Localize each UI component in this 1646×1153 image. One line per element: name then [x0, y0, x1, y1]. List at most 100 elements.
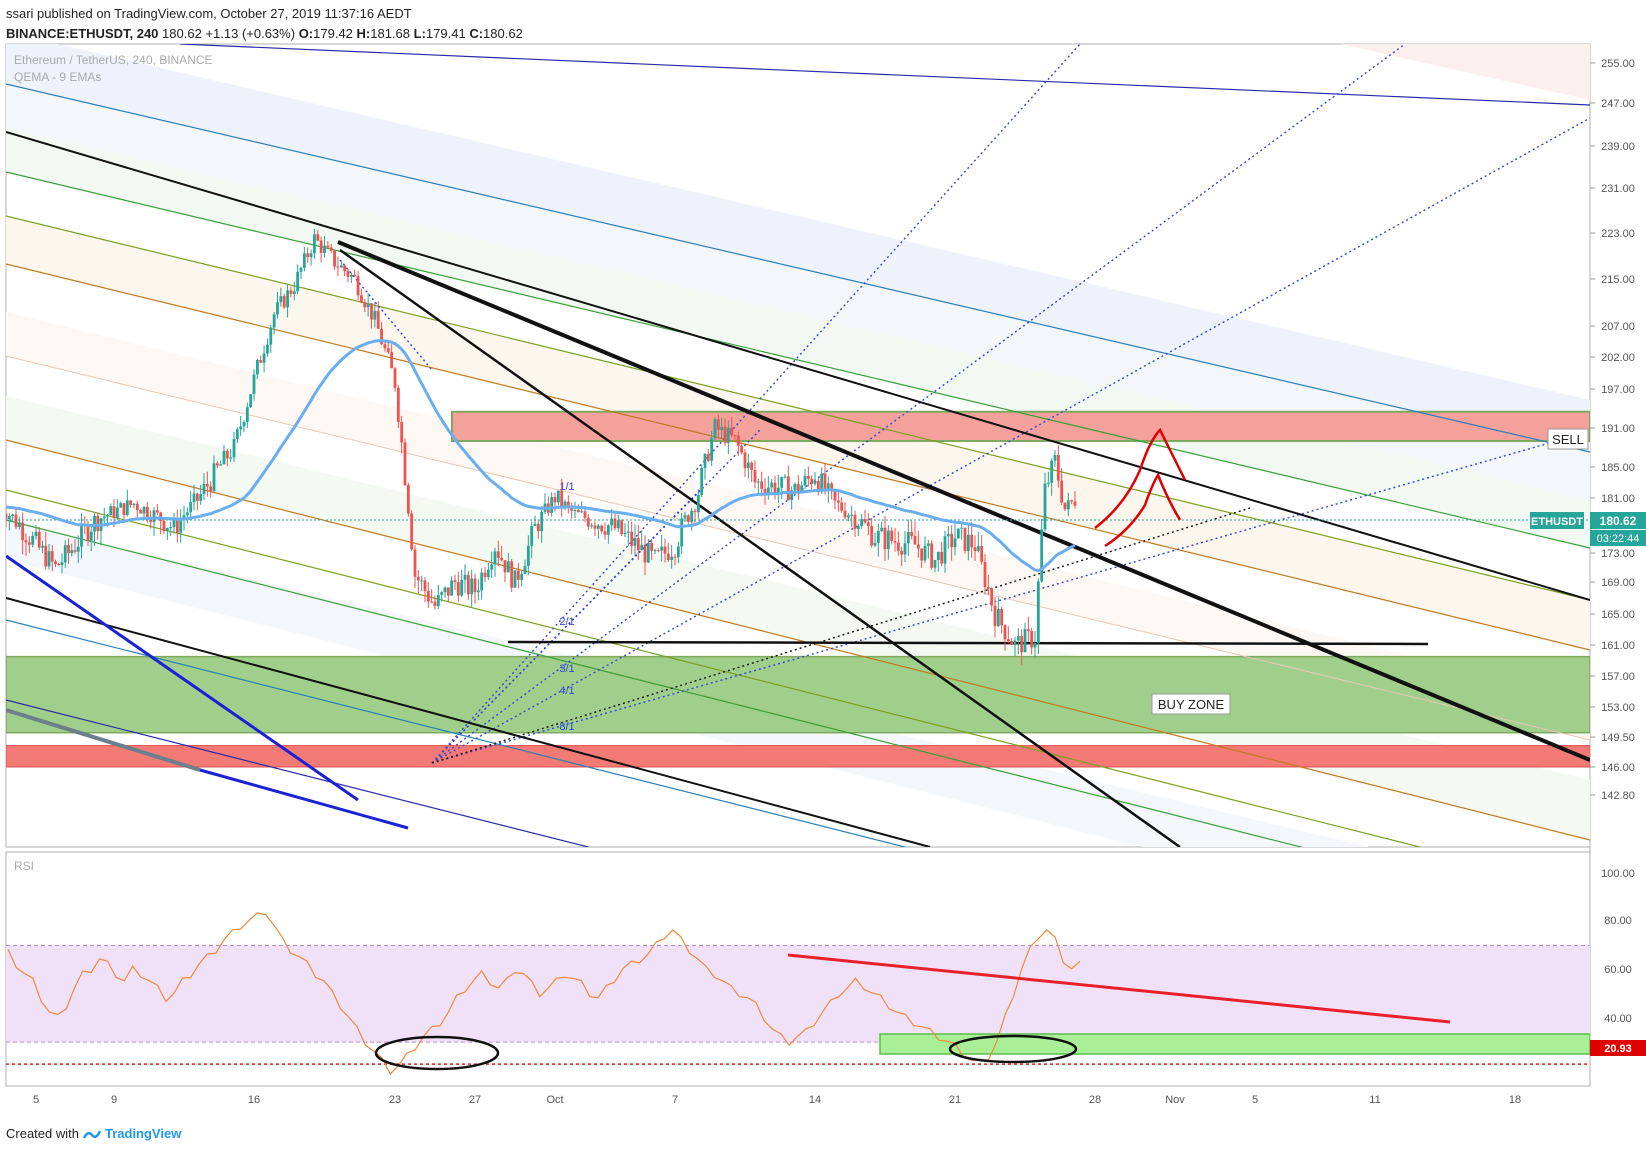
ema-line — [6, 339, 1076, 573]
candle-body — [720, 426, 724, 430]
candle-body — [680, 518, 684, 547]
candle-body — [132, 503, 136, 505]
fan-labels: 1/1 2/1 3/1 4/1 8/1 — [559, 481, 574, 733]
candle-body — [353, 274, 357, 277]
legend-title: Ethereum / TetherUS, 240, BINANCE — [14, 53, 213, 67]
candle-body — [503, 560, 507, 573]
candle-body — [983, 561, 987, 588]
candle-body — [343, 265, 347, 272]
candle-body — [540, 511, 544, 532]
candle-body — [396, 387, 400, 423]
price-tick-label: 239.00 — [1601, 141, 1635, 153]
candle-body — [486, 569, 490, 577]
rsi-circle-2 — [948, 1034, 1078, 1064]
candle-body — [510, 561, 514, 588]
candle-body — [1056, 455, 1060, 481]
candle-body — [67, 545, 70, 554]
candle-body — [145, 506, 149, 518]
candle-body — [172, 518, 176, 528]
candle-body — [239, 426, 243, 430]
candle-body — [690, 510, 694, 522]
candle-body — [383, 344, 387, 349]
candle-body — [813, 480, 817, 484]
tradingview-brand[interactable]: TradingView — [104, 1126, 182, 1141]
candle-body — [906, 531, 910, 544]
candle-body — [165, 527, 169, 532]
candle-body — [296, 271, 300, 292]
candle-body — [460, 579, 464, 596]
candle-body — [189, 502, 193, 513]
candle-body — [860, 519, 864, 526]
candle-body — [743, 452, 747, 469]
candle-body — [309, 253, 313, 258]
candle-body — [252, 374, 256, 395]
candle-body — [640, 544, 644, 551]
candle-body — [125, 500, 129, 515]
candle-body — [710, 438, 714, 461]
candle-body — [333, 250, 336, 267]
candle-body — [54, 561, 57, 564]
candle-body — [840, 502, 844, 511]
candle-body — [356, 276, 360, 296]
price-tick-label: 207.00 — [1601, 321, 1635, 333]
price-change: +1.13 (+0.63%) — [205, 26, 296, 41]
open-label: O: — [298, 26, 314, 41]
candle-body — [135, 503, 139, 511]
candle-body — [215, 463, 219, 466]
channel-fill-top — [150, 44, 1590, 100]
candle-body — [349, 274, 353, 277]
candle-body — [6, 513, 8, 520]
candle-body — [1013, 640, 1017, 645]
time-tick-label: 18 — [1509, 1094, 1521, 1106]
candle-body — [57, 563, 61, 566]
trendlines — [6, 131, 1590, 847]
candle-body — [516, 570, 520, 580]
candle-body — [643, 544, 647, 563]
time-tick-label: 28 — [1089, 1094, 1101, 1106]
candle-body — [480, 572, 484, 591]
publisher-line: ssari published on TradingView.com, Octo… — [6, 6, 412, 21]
price-tick-label: 142.80 — [1601, 790, 1635, 802]
price-tick-label: 197.00 — [1601, 384, 1635, 396]
candle-body — [846, 515, 850, 518]
candle-body — [596, 525, 600, 529]
blue-trendline — [6, 554, 359, 802]
chart-canvas[interactable]: 1/1 2/1 3/1 4/1 8/1 SELL BUY ZONE — [0, 0, 1646, 1110]
candle-body — [276, 302, 279, 315]
time-tick-label: 16 — [248, 1094, 260, 1106]
candle-body — [456, 582, 460, 596]
candle-body — [996, 608, 1000, 627]
candle-body — [880, 527, 884, 531]
candle-body — [232, 439, 236, 458]
candle-body — [245, 407, 249, 423]
candle-body — [272, 314, 276, 328]
price-tick-label: 165.00 — [1601, 609, 1635, 621]
candle-body — [940, 551, 944, 564]
candle-body — [863, 519, 867, 523]
candle-body — [376, 310, 380, 329]
candle-body — [490, 564, 494, 570]
price-tick-label: 173.00 — [1601, 548, 1635, 560]
candle-body — [676, 546, 680, 558]
candle-body — [990, 588, 994, 606]
time-axis: 5 9 16 23 27 Oct 7 14 21 28 Nov 5 11 18 — [33, 1094, 1521, 1106]
candle-body — [1046, 482, 1050, 484]
candle-body — [823, 473, 827, 491]
candle-body — [590, 525, 594, 527]
candle-body — [930, 543, 934, 568]
candle-body — [656, 550, 660, 552]
candles — [6, 228, 1077, 665]
candle-body — [235, 429, 239, 440]
candle-body — [14, 514, 18, 527]
candle-body — [1066, 500, 1070, 510]
candle-body — [630, 531, 634, 546]
candle-body — [289, 290, 293, 294]
candle-body — [850, 514, 854, 516]
candle-body — [129, 500, 133, 505]
candle-body — [1063, 502, 1067, 510]
candle-body — [696, 495, 700, 513]
candle-body — [513, 570, 517, 588]
candle-body — [323, 245, 326, 254]
candle-body — [960, 527, 964, 529]
candle-body — [560, 490, 564, 507]
